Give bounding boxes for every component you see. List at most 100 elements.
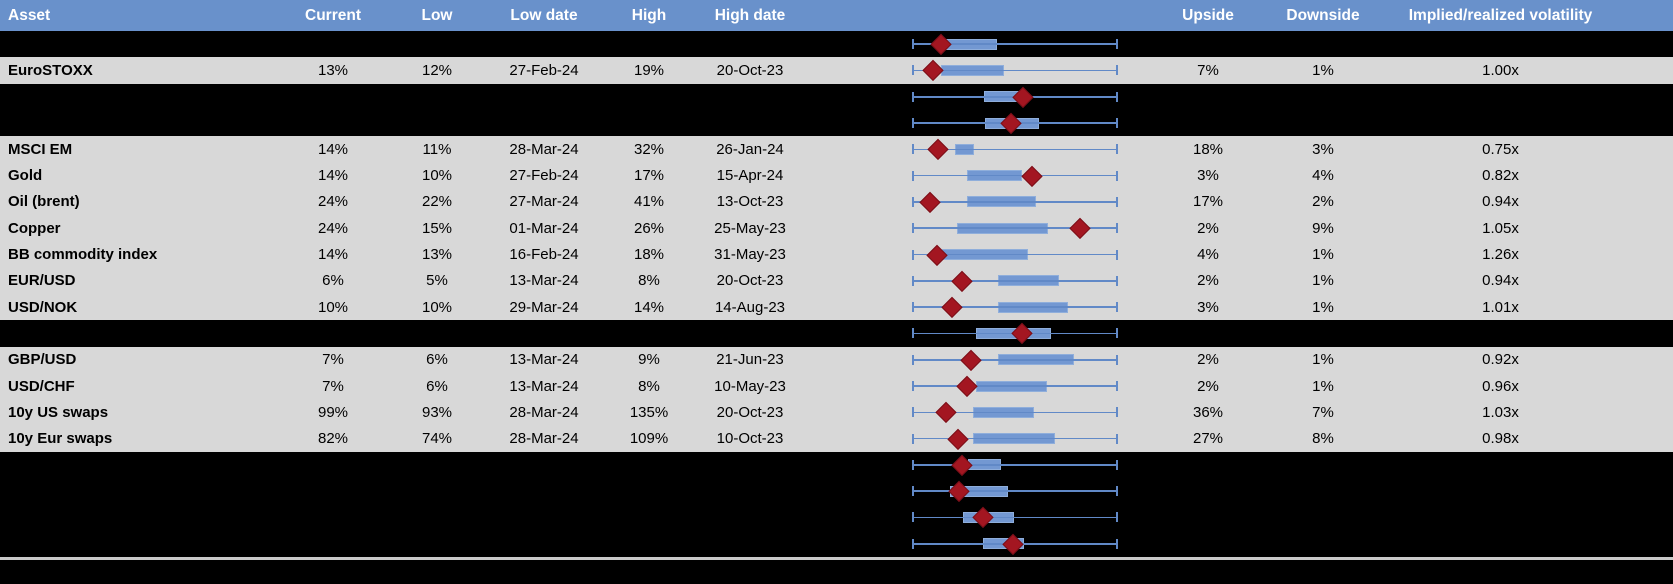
range-boxplot-plot-area bbox=[912, 268, 1118, 294]
cell-high: 17% bbox=[633, 167, 665, 185]
cell-asset bbox=[0, 504, 272, 530]
cell-low-date: 27-Mar-24 bbox=[509, 193, 579, 211]
whisker-line bbox=[913, 516, 1117, 519]
current-marker-diamond bbox=[935, 402, 957, 423]
cell-implied-realized: 0.94x bbox=[1482, 272, 1519, 290]
cell-high-date bbox=[690, 110, 810, 136]
whisker-cap-left bbox=[912, 407, 914, 418]
cell-upside: 3% bbox=[1197, 298, 1219, 316]
cell-high-date: 14-Aug-23 bbox=[714, 298, 786, 316]
cell-upside: 2% bbox=[1197, 272, 1219, 290]
cell-asset: Gold bbox=[8, 167, 43, 185]
whisker-cap-left bbox=[912, 170, 914, 181]
whisker-cap-right bbox=[1116, 512, 1118, 523]
whisker-cap-left bbox=[912, 328, 914, 339]
cell-downside: 1% bbox=[1312, 246, 1334, 264]
cell-asset bbox=[0, 531, 272, 557]
range-boxplot bbox=[810, 373, 1148, 399]
cell-high-date bbox=[690, 320, 810, 346]
table-body: EuroSTOXX 13% 12% 27-Feb-24 19% 20-Oct-2… bbox=[0, 31, 1673, 557]
whisker-line bbox=[913, 306, 1117, 308]
cell-low-date bbox=[480, 110, 608, 136]
table-row bbox=[0, 83, 1673, 110]
cell-high-date: 20-Oct-23 bbox=[716, 403, 784, 421]
range-boxplot-plot-area bbox=[912, 110, 1118, 136]
whisker-line bbox=[913, 253, 1117, 256]
cell-downside bbox=[1268, 452, 1378, 478]
cell-high-date: 10-May-23 bbox=[714, 377, 786, 395]
cell-implied-realized: 1.05x bbox=[1482, 219, 1519, 237]
whisker-cap-left bbox=[912, 354, 914, 365]
cell-downside bbox=[1268, 31, 1378, 57]
cell-upside: 2% bbox=[1197, 219, 1219, 237]
col-header-high: High bbox=[631, 6, 667, 24]
cell-current bbox=[272, 452, 394, 478]
range-boxplot-plot-area bbox=[912, 399, 1118, 425]
range-boxplot bbox=[810, 241, 1148, 267]
cell-low: 6% bbox=[426, 377, 448, 395]
cell-current: 24% bbox=[317, 219, 349, 237]
cell-upside: 2% bbox=[1197, 377, 1219, 395]
current-marker-diamond bbox=[930, 33, 952, 55]
cell-current bbox=[272, 320, 394, 346]
cell-implied-realized: 1.01x bbox=[1482, 298, 1519, 316]
cell-downside: 2% bbox=[1312, 193, 1334, 211]
whisker-line bbox=[913, 43, 1117, 45]
whisker-cap-left bbox=[912, 302, 914, 313]
cell-high bbox=[608, 110, 690, 136]
whisker-cap-left bbox=[912, 39, 914, 50]
cell-current: 99% bbox=[317, 403, 349, 421]
cell-high bbox=[608, 478, 690, 504]
range-boxplot bbox=[810, 452, 1148, 478]
cell-low bbox=[394, 504, 480, 530]
cell-low-date: 28-Mar-24 bbox=[509, 430, 579, 448]
cell-current bbox=[272, 31, 394, 57]
current-marker-diamond bbox=[951, 270, 973, 292]
range-boxplot-plot-area bbox=[912, 425, 1118, 451]
cell-high: 26% bbox=[633, 219, 665, 237]
cell-high: 8% bbox=[638, 377, 660, 395]
range-boxplot bbox=[810, 504, 1148, 530]
cell-asset: USD/NOK bbox=[8, 298, 78, 316]
cell-downside: 1% bbox=[1312, 272, 1334, 290]
table-row bbox=[0, 530, 1673, 557]
cell-implied-realized: 1.00x bbox=[1482, 61, 1519, 79]
cell-implied-realized bbox=[1378, 452, 1673, 478]
whisker-line bbox=[913, 411, 1117, 414]
cell-downside: 7% bbox=[1312, 403, 1334, 421]
whisker-cap-left bbox=[912, 381, 914, 391]
cell-low bbox=[394, 320, 480, 346]
whisker-cap-right bbox=[1116, 302, 1118, 313]
range-boxplot bbox=[810, 425, 1148, 451]
whisker-cap-left bbox=[912, 91, 914, 102]
cell-asset: 10y Eur swaps bbox=[8, 430, 113, 448]
table-row bbox=[0, 109, 1673, 137]
cell-low bbox=[394, 110, 480, 136]
table-row: EUR/USD 6% 5% 13-Mar-24 8% 20-Oct-23 2% … bbox=[0, 267, 1673, 294]
range-boxplot bbox=[810, 478, 1148, 504]
cell-asset bbox=[0, 31, 272, 57]
col-header-current: Current bbox=[305, 6, 361, 24]
table-row: USD/CHF 7% 6% 13-Mar-24 8% 10-May-23 2% … bbox=[0, 372, 1673, 400]
cell-upside: 36% bbox=[1192, 403, 1224, 421]
whisker-cap-left bbox=[912, 249, 914, 260]
cell-implied-realized bbox=[1378, 531, 1673, 557]
range-boxplot-plot-area bbox=[912, 347, 1118, 373]
current-marker-diamond bbox=[1021, 165, 1043, 186]
current-marker-diamond bbox=[926, 244, 948, 265]
cell-current: 24% bbox=[317, 193, 349, 211]
whisker-cap-left bbox=[912, 65, 914, 76]
cell-implied-realized: 1.26x bbox=[1482, 246, 1519, 264]
cell-low-date: 13-Mar-24 bbox=[509, 377, 579, 395]
cell-low-date bbox=[480, 320, 608, 346]
cell-implied-realized bbox=[1378, 504, 1673, 530]
table-row: GBP/USD 7% 6% 13-Mar-24 9% 21-Jun-23 2% … bbox=[0, 346, 1673, 373]
range-boxplot bbox=[810, 136, 1148, 162]
col-header-upside: Upside bbox=[1182, 6, 1234, 24]
cell-low-date bbox=[480, 504, 608, 530]
cell-current bbox=[272, 84, 394, 110]
col-header-low-date: Low date bbox=[510, 6, 578, 24]
cell-high: 18% bbox=[633, 246, 665, 264]
cell-upside bbox=[1148, 110, 1268, 136]
